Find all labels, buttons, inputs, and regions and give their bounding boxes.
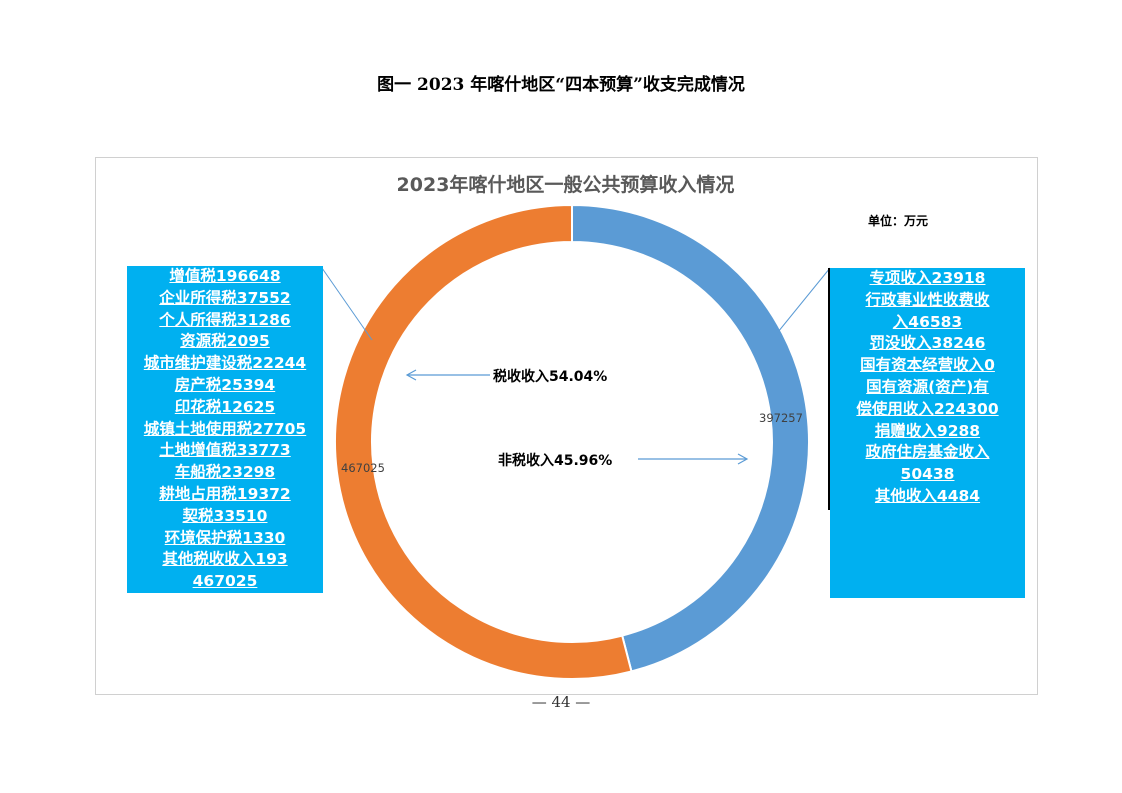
left-leader-line [321,267,373,341]
tax-item: 土地增值税33773 [159,441,291,460]
tax-item: 环境保护税1330 [164,528,286,547]
tax-item: 契税33510 [182,506,268,525]
nontax-item: 行政事业性收费收 [865,290,990,309]
tax-slice [334,203,633,680]
nontax-breakdown-box: 专项收入23918 行政事业性收费收 入46583 罚没收入38246 国有资本经营收入… [828,268,1025,598]
nontax-value-label: 397257 [759,411,803,425]
nontax-item: 专项收入23918 [869,269,986,287]
tax-item: 467025 [192,572,258,591]
nontax-item: 罚没收入38246 [869,334,986,353]
nontax-item: 入46583 [892,312,963,331]
tax-item: 个人所得税31286 [159,310,291,329]
tax-item: 车船税23298 [174,463,276,482]
nontax-item: 偿使用收入224300 [856,399,999,418]
tax-item: 其他税收收入193 [162,550,288,569]
nontax-item: 其他收入4484 [874,486,981,505]
nontax-center-label: 非税收入45.96% [498,452,612,469]
nontax-item: 国有资本经营收入0 [860,356,995,375]
box-edge-line [828,268,830,510]
unit-label: 单位：万元 [868,214,929,228]
tax-item: 耕地占用税19372 [159,484,291,503]
tax-item: 印花税12625 [174,397,276,416]
chart-title: 2023年喀什地区一般公共预算收入情况 [396,174,735,196]
right-leader-line [777,267,831,333]
nontax-item: 50438 [900,465,955,484]
tax-item: 企业所得税37552 [159,288,291,307]
tax-item: 房产税25394 [174,375,276,394]
tax-arrow [405,369,490,381]
tax-item: 城镇土地使用税27705 [143,419,307,438]
nontax-item: 政府住房基金收入 [865,443,990,462]
tax-item: 资源税2095 [180,332,270,351]
page-number: — 44 — [531,693,591,711]
document-title: 图一 2023 年喀什地区“四本预算”收支完成情况 [377,75,745,95]
nontax-item: 捐赠收入9288 [874,421,981,440]
nontax-item: 国有资源(资产)有 [866,377,989,396]
tax-breakdown-box: 增值税196648 企业所得税37552 个人所得税31286 资源税2095 城市维护… [127,266,323,593]
nontax-slice [571,203,810,673]
tax-value-label: 467025 [341,461,385,475]
nontax-arrow [638,453,749,465]
tax-center-label: 税收收入54.04% [493,368,607,385]
tax-item: 城市维护建设税22244 [143,354,307,373]
tax-item: 增值税196648 [169,267,281,285]
